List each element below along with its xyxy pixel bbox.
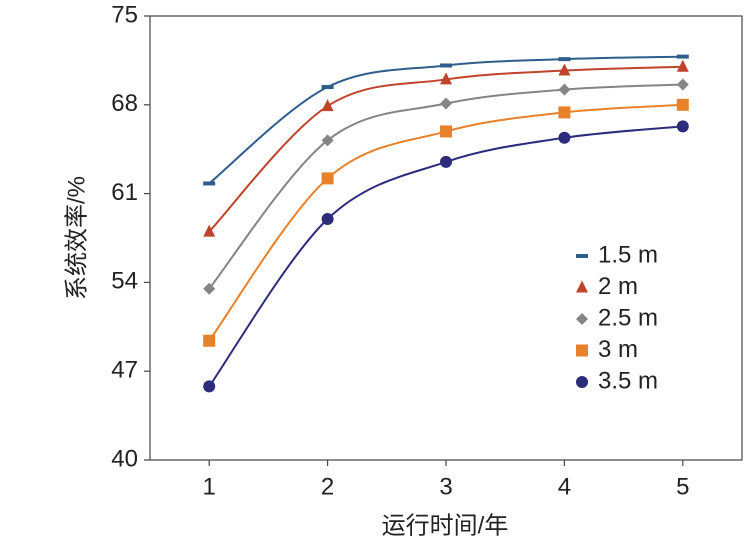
- x-tick-label: 5: [676, 473, 689, 500]
- y-tick-label: 47: [111, 357, 138, 384]
- series-line: [208, 103, 683, 342]
- marker: [203, 181, 216, 186]
- marker: [321, 99, 334, 112]
- legend-label: 2 m: [598, 273, 638, 300]
- legend-marker: [576, 280, 588, 293]
- legend-label: 3.5 m: [598, 367, 658, 394]
- marker: [203, 282, 216, 295]
- legend-marker: [576, 376, 588, 388]
- y-tick-label: 61: [111, 179, 138, 206]
- marker: [676, 98, 689, 111]
- y-tick-label: 40: [111, 445, 138, 472]
- marker: [558, 106, 571, 119]
- x-tick-label: 3: [439, 473, 452, 500]
- marker: [558, 57, 571, 62]
- y-tick-label: 54: [111, 268, 138, 295]
- marker: [558, 131, 571, 144]
- marker: [558, 63, 571, 76]
- legend-marker: [576, 344, 588, 357]
- x-axis-label: 运行时间/年: [382, 512, 509, 539]
- marker: [203, 380, 216, 393]
- marker: [321, 134, 334, 147]
- marker: [321, 172, 334, 185]
- marker: [321, 85, 334, 90]
- legend-label: 3 m: [598, 336, 638, 363]
- marker: [440, 63, 452, 68]
- y-tick-label: 68: [111, 90, 138, 117]
- marker: [676, 78, 689, 91]
- legend-label: 1.5 m: [598, 241, 658, 268]
- marker: [440, 125, 452, 138]
- series-line: [208, 83, 683, 290]
- x-tick-label: 4: [558, 473, 571, 500]
- marker: [203, 224, 216, 237]
- marker: [676, 54, 689, 59]
- x-tick-label: 1: [203, 473, 216, 500]
- marker: [321, 212, 334, 225]
- legend-label: 2.5 m: [598, 304, 658, 331]
- legend-marker: [576, 254, 588, 258]
- x-tick-label: 2: [321, 473, 334, 500]
- marker: [558, 83, 571, 96]
- marker: [440, 97, 452, 110]
- y-tick-label: 75: [111, 1, 138, 28]
- series-line: [208, 65, 683, 233]
- legend-marker: [576, 313, 588, 325]
- marker: [440, 155, 452, 168]
- y-axis-label: 系统效率/%: [63, 176, 90, 300]
- marker: [676, 59, 689, 72]
- marker: [203, 334, 216, 347]
- marker: [676, 120, 689, 133]
- series-line: [208, 125, 683, 388]
- marker: [440, 72, 452, 85]
